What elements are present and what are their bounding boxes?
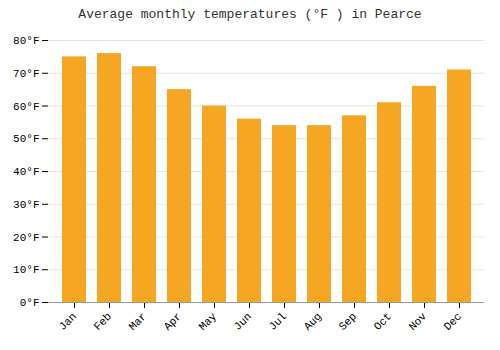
- svg-text:Dec: Dec: [442, 310, 464, 332]
- html-text:Average monthly temperatures (: Average monthly temperatures (°F ) in Pe…: [78, 7, 422, 22]
- svg-text:Nov: Nov: [407, 310, 430, 333]
- svg-text:Feb: Feb: [92, 310, 114, 332]
- svg-text:May: May: [197, 310, 220, 333]
- svg-text:40°F: 40°F: [13, 166, 39, 178]
- svg-text:0°F: 0°F: [20, 297, 40, 309]
- svg-text:Sep: Sep: [337, 310, 359, 332]
- svg-text:70°F: 70°F: [13, 68, 39, 80]
- svg-text:Aug: Aug: [302, 310, 324, 332]
- svg-text:80°F: 80°F: [13, 35, 39, 47]
- svg-text:Oct: Oct: [372, 310, 394, 332]
- svg-text:Jul: Jul: [267, 310, 289, 332]
- svg-text:10°F: 10°F: [13, 264, 39, 276]
- svg-text:30°F: 30°F: [13, 199, 39, 211]
- svg-text:50°F: 50°F: [13, 133, 39, 145]
- svg-text:Jan: Jan: [57, 310, 79, 332]
- svg-text:20°F: 20°F: [13, 232, 39, 244]
- svg-text:Mar: Mar: [127, 310, 149, 332]
- svg-text:60°F: 60°F: [13, 101, 39, 113]
- svg-text:Apr: Apr: [162, 310, 184, 332]
- svg-text:Jun: Jun: [232, 310, 254, 332]
